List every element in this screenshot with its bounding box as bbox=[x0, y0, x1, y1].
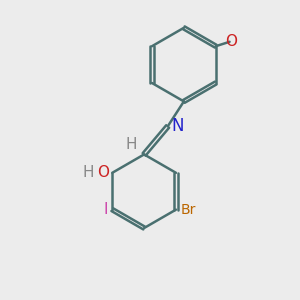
Text: I: I bbox=[103, 202, 108, 217]
Text: H: H bbox=[126, 136, 137, 152]
Text: Br: Br bbox=[180, 202, 196, 217]
Text: O: O bbox=[225, 34, 237, 49]
Text: N: N bbox=[171, 117, 184, 135]
Text: H: H bbox=[82, 165, 94, 180]
Text: O: O bbox=[97, 165, 109, 180]
